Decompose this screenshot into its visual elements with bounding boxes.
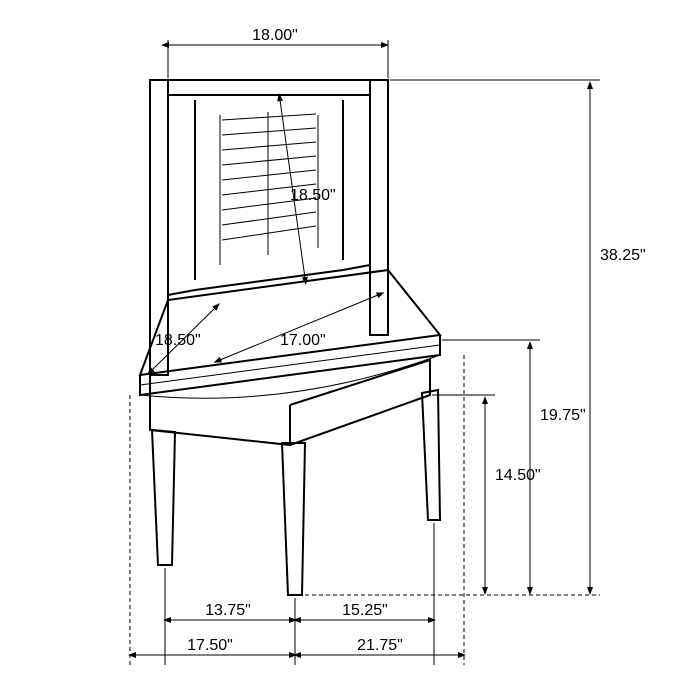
- label-front-width: 17.50": [187, 637, 233, 654]
- label-overall-height: 38.25": [600, 247, 646, 264]
- dim-back-height: 18.50": [280, 100, 336, 278]
- chair-dimension-diagram: 18.00" 38.25" 18.50" 17.00" 18.50" 19.75…: [0, 0, 700, 700]
- dim-top-width: 18.00": [168, 27, 388, 78]
- label-back-height: 18.50": [290, 187, 336, 204]
- label-overall-depth: 21.75": [357, 637, 403, 654]
- label-top-width: 18.00": [252, 27, 298, 44]
- dim-front-leg-span: 13.75": [170, 602, 290, 620]
- dim-apron-height: 14.50": [432, 395, 541, 588]
- label-side-depth: 15.25": [342, 602, 388, 619]
- dim-front-width: 17.50": [135, 637, 290, 655]
- label-apron-height: 14.50": [495, 467, 541, 484]
- dim-overall-height: 38.25": [305, 80, 646, 595]
- label-seat-depth: 17.00": [280, 332, 326, 349]
- label-seat-height: 19.75": [540, 407, 586, 424]
- label-seat-width: 18.50": [155, 332, 201, 349]
- dim-seat-depth: 17.00": [220, 295, 378, 360]
- label-front-leg-span: 13.75": [205, 602, 251, 619]
- dim-overall-depth: 21.75": [300, 637, 459, 655]
- dim-side-depth: 15.25": [300, 602, 429, 620]
